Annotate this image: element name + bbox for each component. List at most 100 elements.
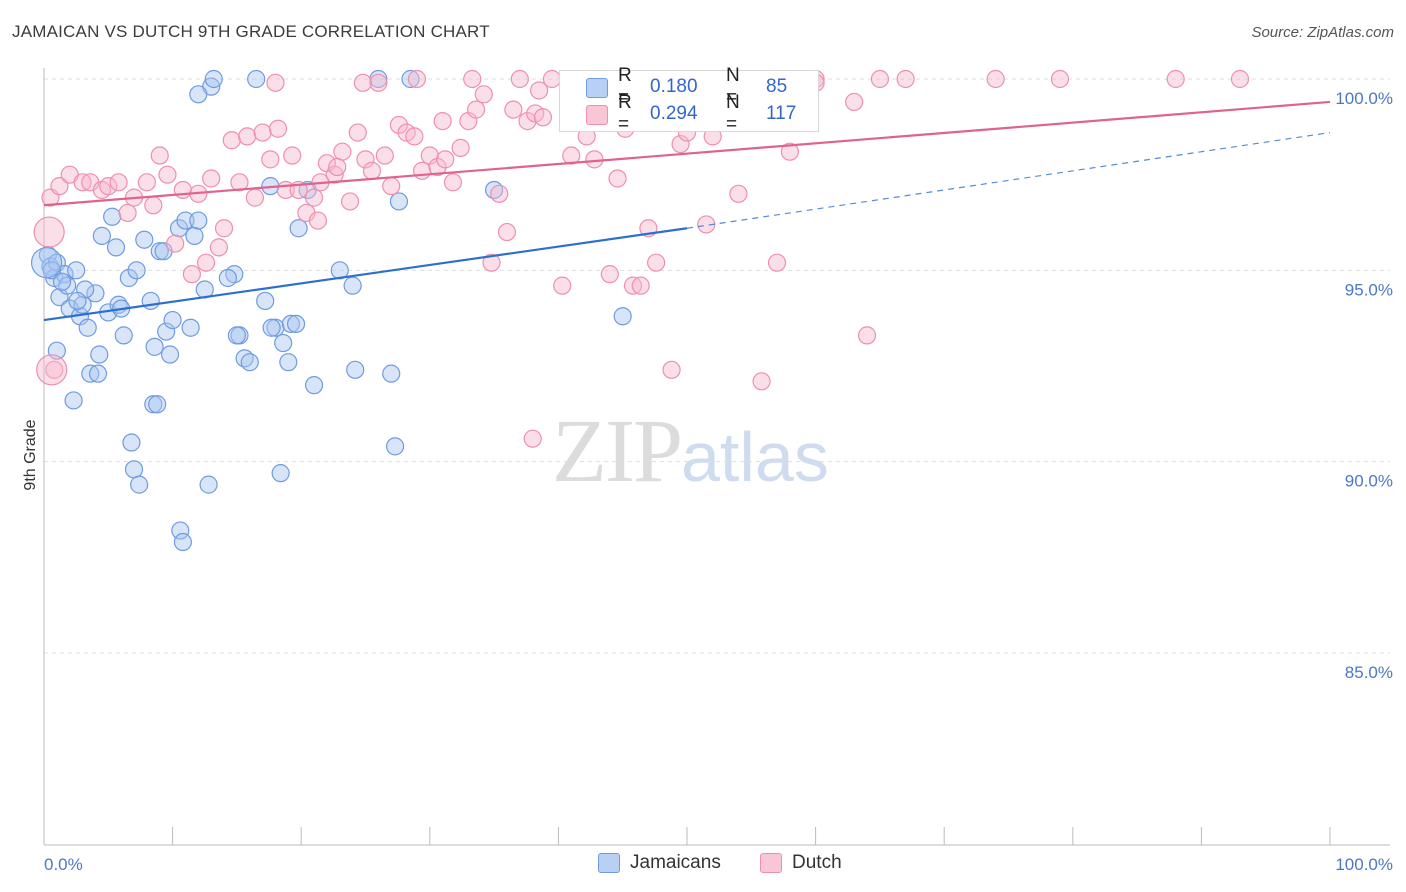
jamaicans-point — [289, 219, 308, 238]
jamaicans-point — [127, 261, 146, 280]
dutch-point — [150, 146, 169, 165]
dutch-point — [662, 360, 681, 379]
watermark-zip: ZIP — [552, 402, 683, 501]
jamaicans-point — [157, 322, 176, 341]
source-label: Source: ZipAtlas.com — [1251, 24, 1394, 41]
legend-r-value: 0.294 — [650, 103, 698, 124]
y-tick-label: 100.0% — [1335, 89, 1393, 108]
dutch-point — [870, 69, 890, 89]
x-tick-label: 0.0% — [44, 855, 83, 874]
dutch-trend-line — [43, 100, 1331, 207]
jamaicans-point — [240, 353, 259, 372]
dutch-point — [222, 131, 241, 150]
dutch-point — [553, 276, 572, 295]
dutch-point — [767, 253, 787, 272]
dutch-point — [631, 276, 650, 295]
jamaicans-point — [64, 391, 83, 410]
jamaicans-point — [67, 261, 86, 280]
dutch-point — [33, 216, 65, 248]
jamaicans-point — [92, 226, 111, 245]
dutch-point — [533, 108, 553, 127]
dutch-point — [238, 127, 257, 146]
legend-r-label: R = — [618, 65, 632, 108]
trend-lines — [43, 100, 1331, 322]
jamaicans-point — [130, 475, 149, 494]
jamaicans-point — [144, 395, 163, 414]
dutch-point — [304, 188, 324, 207]
jamaicans-point — [78, 318, 97, 337]
jamaicans-point — [185, 226, 204, 245]
dutch-point — [144, 196, 163, 215]
dutch-point — [340, 192, 360, 211]
dutch-point — [474, 85, 493, 104]
dutch-label: Dutch — [792, 852, 842, 873]
dutch-point — [518, 111, 537, 131]
jamaicans-trend-extension — [686, 131, 1331, 229]
jamaicans-point — [401, 69, 420, 89]
y-tick-label: 90.0% — [1345, 472, 1393, 491]
dutch-point — [433, 111, 452, 131]
x-tick-label: 100.0% — [1335, 855, 1393, 874]
jamaicans-point — [274, 333, 293, 353]
jamaicans-point — [286, 314, 306, 334]
dutch-point — [268, 119, 288, 138]
y-tick-label: 95.0% — [1345, 280, 1393, 299]
dutch-point — [407, 69, 427, 89]
jamaicans-point — [343, 276, 362, 295]
jamaicans-point — [163, 310, 182, 330]
watermark: ZIPatlas — [552, 400, 829, 503]
axes — [43, 68, 1390, 846]
dutch-swatch — [760, 853, 782, 873]
jamaicans-swatch — [598, 853, 620, 873]
dutch-point — [375, 146, 394, 165]
legend-item-dutch[interactable]: Dutch — [760, 852, 842, 874]
jamaicans-point — [68, 291, 87, 311]
dutch-point — [845, 92, 864, 112]
jamaicans-point — [613, 307, 632, 326]
dutch-point — [166, 234, 185, 253]
tick-labels: 85.0% 90.0% 95.0% 100.0% 0.0% 100.0% — [44, 89, 1393, 874]
dutch-point — [585, 150, 604, 169]
dutch-point — [443, 173, 463, 192]
legend-item-jamaicans[interactable]: Jamaicans — [598, 852, 721, 874]
dutch-point — [45, 360, 64, 379]
jamaicans-point — [86, 284, 105, 303]
dutch-point — [158, 165, 177, 184]
legend-n-value: 85 — [766, 76, 788, 97]
dutch-point — [73, 173, 92, 192]
dutch-point — [253, 123, 272, 142]
dutch-point — [523, 429, 542, 448]
dutch-point — [369, 73, 388, 92]
jamaicans-point — [52, 272, 72, 291]
jamaicans-point — [171, 521, 190, 540]
legend-swatch-dutch — [586, 105, 608, 125]
jamaicans-points — [30, 69, 632, 552]
dutch-point — [328, 157, 347, 177]
dutch-point — [405, 127, 424, 146]
dutch-point — [436, 150, 455, 169]
watermark-atlas: atlas — [681, 418, 829, 496]
dutch-point — [562, 146, 581, 165]
jamaicans-point — [135, 230, 154, 249]
jamaicans-point — [189, 85, 208, 104]
dutch-point — [36, 354, 68, 386]
dutch-point — [308, 211, 328, 230]
jamaicans-point — [227, 326, 246, 345]
dutch-point — [356, 150, 375, 169]
dutch-point — [50, 177, 69, 196]
jamaicans-point — [346, 360, 365, 379]
jamaicans-point — [271, 464, 290, 483]
dutch-point — [1050, 69, 1070, 89]
jamaicans-point — [176, 211, 195, 230]
dutch-point — [752, 372, 771, 391]
dutch-point — [118, 203, 137, 223]
dutch-point — [389, 115, 409, 135]
jamaicans-point — [181, 318, 200, 337]
jamaicans-point — [145, 337, 164, 356]
jamaicans-point — [304, 376, 324, 395]
jamaicans-point — [81, 364, 100, 383]
dutch-point — [353, 73, 373, 92]
dutch-point — [857, 326, 877, 345]
dutch-point — [109, 173, 128, 192]
jamaicans-point — [141, 291, 160, 311]
